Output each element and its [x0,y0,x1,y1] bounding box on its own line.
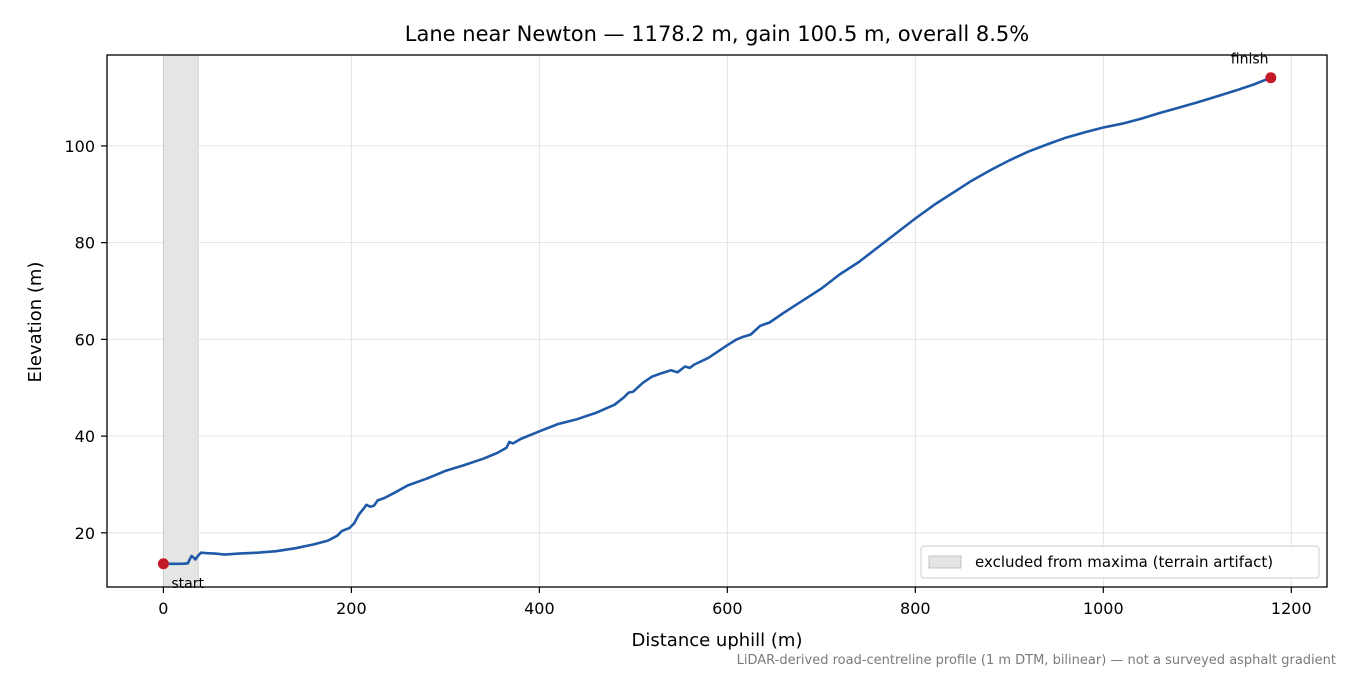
finish-marker [1265,72,1277,84]
x-axis-label: Distance uphill (m) [632,630,803,651]
y-axis-label: Elevation (m) [25,262,46,383]
start-marker [157,558,169,570]
x-tick-label: 600 [712,599,743,618]
finish-label: finish [1231,52,1269,68]
x-tick-label: 0 [158,599,168,618]
chart-title: Lane near Newton — 1178.2 m, gain 100.5 … [405,22,1029,46]
x-tick-label: 1200 [1271,599,1312,618]
y-axis-ticks: 20 40 60 80 100 [64,137,107,543]
y-tick-label: 100 [64,137,95,156]
y-tick-label: 80 [75,234,95,253]
y-tick-label: 20 [75,524,95,543]
y-tick-label: 60 [75,330,95,349]
footnote: LiDAR-derived road-centreline profile (1… [737,653,1336,668]
grid-lines [107,55,1327,587]
legend-label-excluded: excluded from maxima (terrain artifact) [975,553,1273,571]
legend-box [920,545,1320,579]
endpoint-markers: start finish [157,52,1277,592]
y-tick-label: 40 [75,427,95,446]
x-tick-label: 800 [900,599,931,618]
excluded-region-band [162,54,199,588]
x-tick-label: 400 [524,599,555,618]
elevation-profile-line [162,76,1273,566]
start-label: start [171,576,204,592]
legend-swatch-excluded [928,555,962,569]
legend: excluded from maxima (terrain artifact) [920,545,1320,579]
x-tick-label: 1000 [1083,599,1124,618]
x-axis-ticks: 0 200 400 600 800 1000 1200 [158,587,1312,618]
plot-frame [106,54,1328,588]
x-tick-label: 200 [336,599,367,618]
